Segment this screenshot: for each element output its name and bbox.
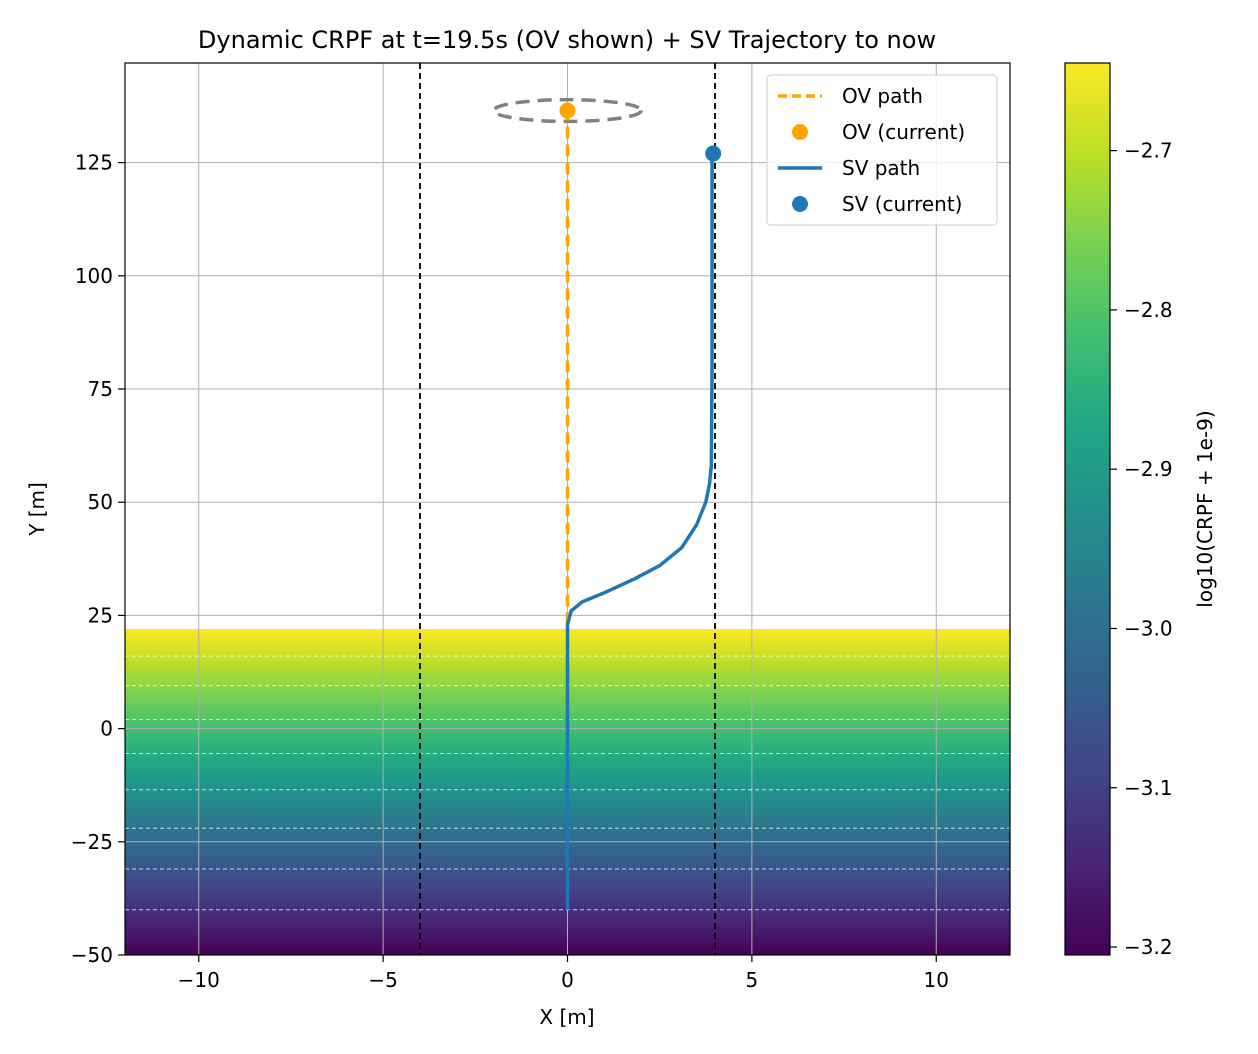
y-tick-label: 50 <box>88 490 113 514</box>
x-tick-label: 5 <box>746 968 759 992</box>
y-tick-label: −50 <box>71 943 113 967</box>
colorbar-tick-label: −3.1 <box>1124 776 1173 800</box>
legend-marker <box>792 196 808 212</box>
y-tick-label: 75 <box>88 377 113 401</box>
legend-marker <box>792 124 808 140</box>
y-axis: −50 −25 0 25 50 75 100 125 <box>71 151 125 967</box>
x-tick-label: −5 <box>368 968 397 992</box>
y-axis-label: Y [m] <box>25 482 49 537</box>
colorbar-tick-label: −2.7 <box>1124 139 1173 163</box>
legend-box <box>766 74 998 226</box>
colorbar-tick-label: −2.8 <box>1124 298 1173 322</box>
colorbar-gradient <box>1064 62 1111 956</box>
y-tick-label: −25 <box>71 830 113 854</box>
legend: OV path OV (current) SV path SV (current) <box>766 74 998 226</box>
y-tick-label: 25 <box>88 603 113 627</box>
x-tick-label: 0 <box>561 968 574 992</box>
colorbar-ticks: −3.2 −3.1 −3.0 −2.9 −2.8 −2.7 <box>1110 139 1173 959</box>
colorbar: −3.2 −3.1 −3.0 −2.9 −2.8 −2.7 log10(CRPF + 1e… <box>1064 62 1217 959</box>
colorbar-tick-label: −3.2 <box>1124 935 1173 959</box>
chart-title: Dynamic CRPF at t=19.5s (OV shown) + SV … <box>198 26 936 54</box>
lane-boundaries <box>419 63 716 955</box>
trajectory-series <box>492 97 722 910</box>
ov-safety-ellipse <box>492 97 643 124</box>
x-tick-label: 10 <box>924 968 949 992</box>
legend-label: SV path <box>842 156 920 180</box>
colorbar-label: log10(CRPF + 1e-9) <box>1193 410 1217 607</box>
x-axis-label: X [m] <box>539 1005 594 1029</box>
y-tick-label: 125 <box>75 151 113 175</box>
x-axis: −10 −5 0 5 10 <box>178 955 949 992</box>
legend-label: OV path <box>842 84 923 108</box>
y-tick-label: 100 <box>75 264 113 288</box>
y-tick-label: 0 <box>100 717 113 741</box>
colorbar-tick-label: −3.0 <box>1124 616 1173 640</box>
sv-path-line <box>565 153 714 910</box>
legend-label: SV (current) <box>842 192 963 216</box>
ov-current-marker <box>559 102 576 119</box>
colorbar-tick-label: −2.9 <box>1124 457 1173 481</box>
sv-current-marker <box>705 145 722 162</box>
x-tick-label: −10 <box>178 968 220 992</box>
legend-label: OV (current) <box>842 120 965 144</box>
